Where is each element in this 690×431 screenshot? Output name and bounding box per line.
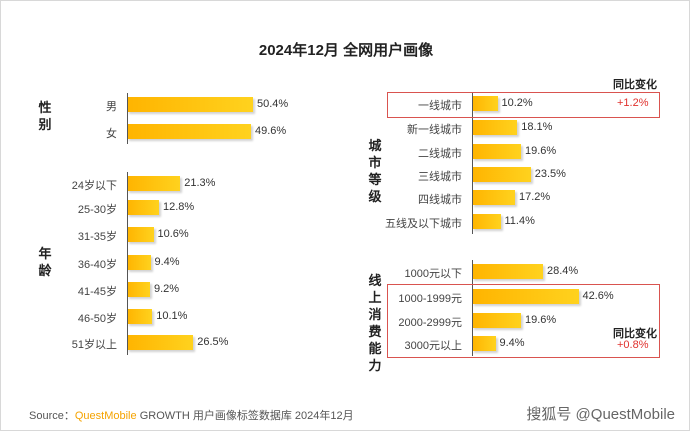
data-label: 18.1% [521, 121, 553, 133]
group-label: 城市等级 [368, 138, 382, 204]
bar [472, 289, 579, 304]
bar [472, 120, 518, 135]
yoy-header: 同比变化 [613, 79, 657, 91]
group-label: 年龄 [38, 246, 52, 278]
axis-line [127, 172, 128, 355]
category-label: 男 [106, 101, 117, 113]
yoy-value: +1.2% [617, 97, 649, 109]
data-label: 23.5% [534, 168, 566, 180]
bar [472, 336, 496, 351]
bar [127, 176, 181, 191]
data-label: 50.4% [257, 98, 289, 110]
data-label: 42.6% [582, 290, 614, 302]
bar [127, 200, 159, 215]
axis-line [472, 260, 473, 356]
source-text: GROWTH 用户画像标签数据库 2024年12月 [139, 410, 354, 422]
bar [472, 96, 498, 111]
category-label: 51岁以上 [71, 339, 117, 351]
data-label: 26.5% [197, 336, 229, 348]
data-label: 9.4% [499, 337, 525, 349]
bar [127, 335, 194, 350]
highlight-box-consumption [387, 284, 660, 358]
data-label: 21.3% [184, 177, 216, 189]
bar [127, 309, 153, 324]
category-label: 24岁以下 [71, 180, 117, 192]
category-label: 25-30岁 [77, 204, 117, 216]
bar [127, 124, 251, 139]
bar [127, 255, 151, 270]
data-label: 49.6% [255, 125, 287, 137]
bar [472, 264, 543, 279]
group-label: 性别 [38, 100, 52, 132]
category-label: 31-35岁 [77, 231, 117, 243]
category-label: 新一线城市 [407, 124, 462, 136]
bar [472, 190, 515, 205]
data-label: 9.2% [154, 283, 180, 295]
bar [472, 214, 501, 229]
source-note: Source：QuestMobile GROWTH 用户画像标签数据库 2024… [29, 407, 354, 423]
category-label: 3000元以上 [404, 340, 462, 352]
data-label: 9.4% [154, 256, 180, 268]
data-label: 19.6% [525, 314, 557, 326]
data-label: 12.8% [163, 201, 195, 213]
yoy-value: +0.8% [617, 339, 649, 351]
source-brand: QuestMobile [74, 410, 137, 422]
bar [127, 97, 253, 112]
data-label: 28.4% [547, 265, 579, 277]
category-label: 四线城市 [418, 194, 462, 206]
category-label: 41-45岁 [77, 286, 117, 298]
group-label: 线上消费能力 [368, 273, 382, 373]
category-label: 一线城市 [418, 100, 462, 112]
category-label: 二线城市 [418, 148, 462, 160]
data-label: 10.1% [156, 310, 188, 322]
category-label: 1000-1999元 [398, 293, 462, 305]
category-label: 36-40岁 [77, 259, 117, 271]
bar [127, 282, 150, 297]
category-label: 女 [106, 128, 117, 140]
data-label: 10.2% [501, 97, 533, 109]
category-label: 五线及以下城市 [385, 218, 462, 230]
category-label: 46-50岁 [77, 313, 117, 325]
category-label: 三线城市 [418, 171, 462, 183]
source-prefix: Source： [29, 410, 75, 422]
bar [127, 227, 154, 242]
chart-title: 2024年12月 全网用户画像 [258, 42, 434, 59]
bar [472, 313, 521, 328]
highlight-box-tier1 [387, 92, 660, 118]
bar [472, 167, 531, 182]
data-label: 10.6% [157, 228, 189, 240]
data-label: 19.6% [525, 145, 557, 157]
axis-line [127, 93, 128, 144]
category-label: 2000-2999元 [398, 317, 462, 329]
data-label: 11.4% [504, 215, 535, 227]
axis-line [472, 92, 473, 234]
yoy-header: 同比变化 [613, 328, 657, 340]
bar [472, 144, 521, 159]
data-label: 17.2% [519, 191, 551, 203]
category-label: 1000元以下 [404, 268, 462, 280]
credit: 搜狐号 @QuestMobile [526, 406, 675, 423]
